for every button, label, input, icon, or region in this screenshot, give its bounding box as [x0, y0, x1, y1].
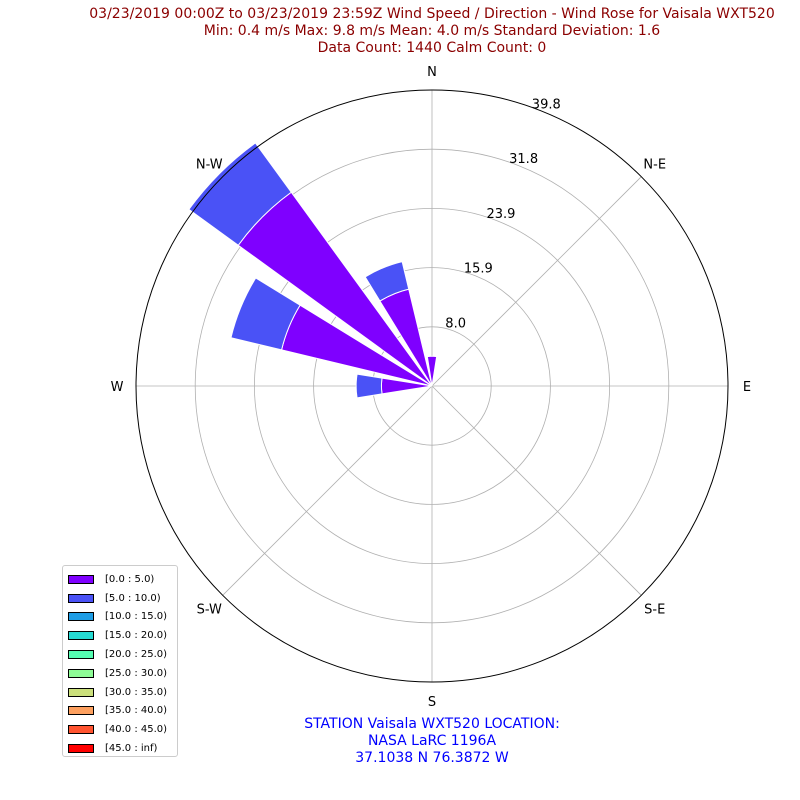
direction-label: S [428, 695, 436, 710]
legend-item: [35.0 : 40.0) [68, 702, 177, 721]
direction-label: N-W [196, 157, 223, 172]
legend-label: [5.0 : 10.0) [105, 592, 161, 604]
legend-swatch [68, 725, 94, 735]
station-line-2: NASA LaRC 1196A [367, 733, 497, 749]
legend-label: [25.0 : 30.0) [105, 667, 168, 679]
ring-gridline [313, 267, 551, 505]
station-line-3: 37.1038 N 76.3872 W [355, 750, 509, 766]
direction-label: N-E [643, 157, 666, 172]
chart-title: 03/23/2019 00:00Z to 03/23/2019 23:59Z W… [0, 6, 800, 57]
legend-label: [35.0 : 40.0) [105, 705, 168, 717]
legend-label: [0.0 : 5.0) [105, 573, 155, 585]
legend-label: [40.0 : 45.0) [105, 724, 168, 736]
polar-frame [135, 89, 729, 683]
legend-item: [45.0 : inf) [68, 739, 177, 758]
legend-item: [30.0 : 35.0) [68, 683, 177, 702]
legend-swatch [68, 744, 94, 754]
spoke-gridline [431, 176, 642, 387]
station-line-1: STATION Vaisala WXT520 LOCATION: [304, 716, 560, 732]
legend-swatch [68, 706, 94, 716]
radial-tick-label: 31.8 [509, 152, 538, 167]
legend-swatch [68, 593, 94, 603]
wedge-bar [364, 261, 410, 302]
wedge-bar [355, 373, 383, 399]
title-line-3: Data Count: 1440 Calm Count: 0 [317, 40, 547, 56]
radial-tick-label: 23.9 [486, 207, 515, 222]
direction-label: N [427, 65, 437, 80]
title-line-2: Min: 0.4 m/s Max: 9.8 m/s Mean: 4.0 m/s … [203, 23, 661, 39]
legend-label: [45.0 : inf) [105, 743, 158, 755]
radial-tick-label: 39.8 [532, 98, 561, 113]
legend-swatch [68, 631, 94, 641]
legend-label: [20.0 : 25.0) [105, 649, 168, 661]
ring-gridline [253, 207, 611, 565]
legend-item: [10.0 : 15.0) [68, 608, 177, 627]
legend-item: [0.0 : 5.0) [68, 570, 177, 589]
spoke-gridline [431, 385, 642, 596]
wedge-bar [426, 355, 438, 387]
legend-label: [30.0 : 35.0) [105, 686, 168, 698]
legend: [0.0 : 5.0) [5.0 : 10.0) [10.0 : 15.0) [15.… [62, 565, 178, 757]
legend-item: [5.0 : 10.0) [68, 589, 177, 608]
radial-tick-label: 15.9 [464, 262, 493, 277]
legend-item: [15.0 : 20.0) [68, 626, 177, 645]
legend-item: [25.0 : 30.0) [68, 664, 177, 683]
legend-swatch [68, 668, 94, 678]
legend-item: [20.0 : 25.0) [68, 645, 177, 664]
title-line-1: 03/23/2019 00:00Z to 03/23/2019 23:59Z W… [89, 6, 775, 22]
direction-label: S-W [197, 603, 222, 618]
wedge-bar [230, 277, 301, 351]
legend-swatch [68, 612, 94, 622]
ring-gridline [194, 148, 670, 624]
legend-swatch [68, 687, 94, 697]
legend-swatch [68, 650, 94, 660]
station-info: STATION Vaisala WXT520 LOCATION: NASA La… [232, 716, 632, 767]
legend-label: [10.0 : 15.0) [105, 611, 168, 623]
spoke-gridline [222, 385, 433, 596]
legend-label: [15.0 : 20.0) [105, 630, 168, 642]
wedge-bar [188, 142, 292, 246]
legend-item: [40.0 : 45.0) [68, 720, 177, 739]
legend-swatch [68, 574, 94, 584]
radial-tick-label: 8.0 [445, 316, 466, 331]
direction-label: W [111, 380, 124, 395]
direction-label: E [743, 380, 751, 395]
direction-label: S-E [644, 603, 665, 618]
